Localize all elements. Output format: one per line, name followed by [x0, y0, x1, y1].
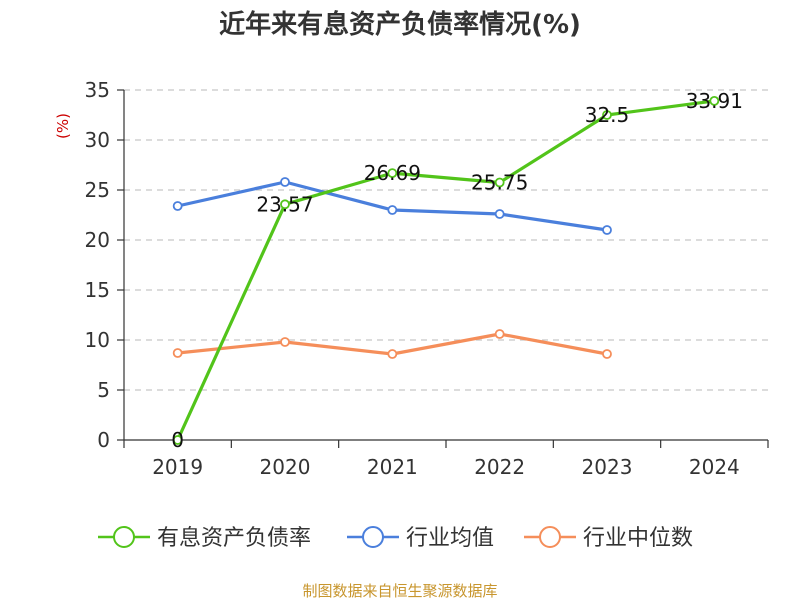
x-tick-label: 2024	[689, 455, 740, 479]
series-line-0	[176, 99, 715, 441]
chart-title: 近年来有息资产负债率情况(%)	[219, 9, 581, 40]
data-label: 32.5	[585, 103, 630, 127]
legend-swatch-marker	[362, 526, 384, 548]
y-tick-label: 0	[97, 428, 110, 452]
legend-item-2: 行业中位数	[524, 526, 693, 551]
x-tick-label: 2023	[582, 455, 633, 479]
legend-label: 行业均值	[406, 526, 494, 551]
series-2-point	[494, 329, 505, 339]
grid-layer	[124, 89, 768, 391]
data-label: 33.91	[686, 89, 743, 113]
series-1-point	[387, 205, 398, 215]
y-tick-label: 5	[97, 378, 110, 402]
data-label: 25.75	[471, 171, 528, 195]
series-2-point	[172, 348, 183, 358]
axis-layer: 0 5 10 15 20 25 30 35 2019 2020 2021 2022 2023 2024	[85, 78, 769, 479]
y-tick-label: 10	[85, 328, 110, 352]
legend: 有息资产负债率 行业均值 行业中位数	[98, 526, 693, 551]
data-label: 26.69	[364, 161, 421, 185]
source-note: 制图数据来自恒生聚源数据库	[302, 582, 497, 600]
series-0-point	[602, 110, 612, 120]
series-0-point	[494, 177, 505, 188]
series-0-point	[172, 435, 183, 445]
legend-item-1: 行业均值	[347, 526, 494, 551]
legend-label: 有息资产负债率	[157, 526, 311, 551]
x-tick-label: 2020	[260, 455, 311, 479]
legend-label: 行业中位数	[583, 526, 693, 551]
series-2-point	[387, 349, 398, 359]
x-tick-label: 2022	[474, 455, 525, 479]
series-0-point	[280, 199, 290, 210]
y-tick-label: 20	[85, 228, 110, 252]
data-label: 0	[171, 428, 184, 452]
data-label: 23.57	[256, 192, 313, 216]
y-tick-label: 25	[85, 178, 110, 202]
series-0-point	[709, 96, 720, 106]
series-2-point	[280, 337, 290, 347]
series-1-point	[280, 177, 290, 187]
y-tick-label: 30	[85, 128, 110, 152]
y-axis-label: (%)	[54, 113, 72, 139]
legend-swatch-marker	[539, 526, 561, 548]
series-1-point	[602, 225, 612, 235]
series-2-point	[602, 349, 612, 359]
series-layer	[172, 96, 720, 445]
x-tick-label: 2021	[367, 455, 418, 479]
y-tick-label: 35	[85, 78, 110, 102]
series-1-point	[172, 201, 183, 211]
data-label-layer: 0 23.57 26.69 25.75 32.5 33.91	[171, 89, 743, 452]
legend-swatch-marker	[113, 526, 135, 548]
x-tick-label: 2019	[152, 455, 203, 479]
series-0-point	[387, 168, 398, 179]
series-1-point	[494, 209, 505, 219]
legend-item-0: 有息资产负债率	[98, 526, 311, 551]
y-tick-label: 15	[85, 278, 110, 302]
